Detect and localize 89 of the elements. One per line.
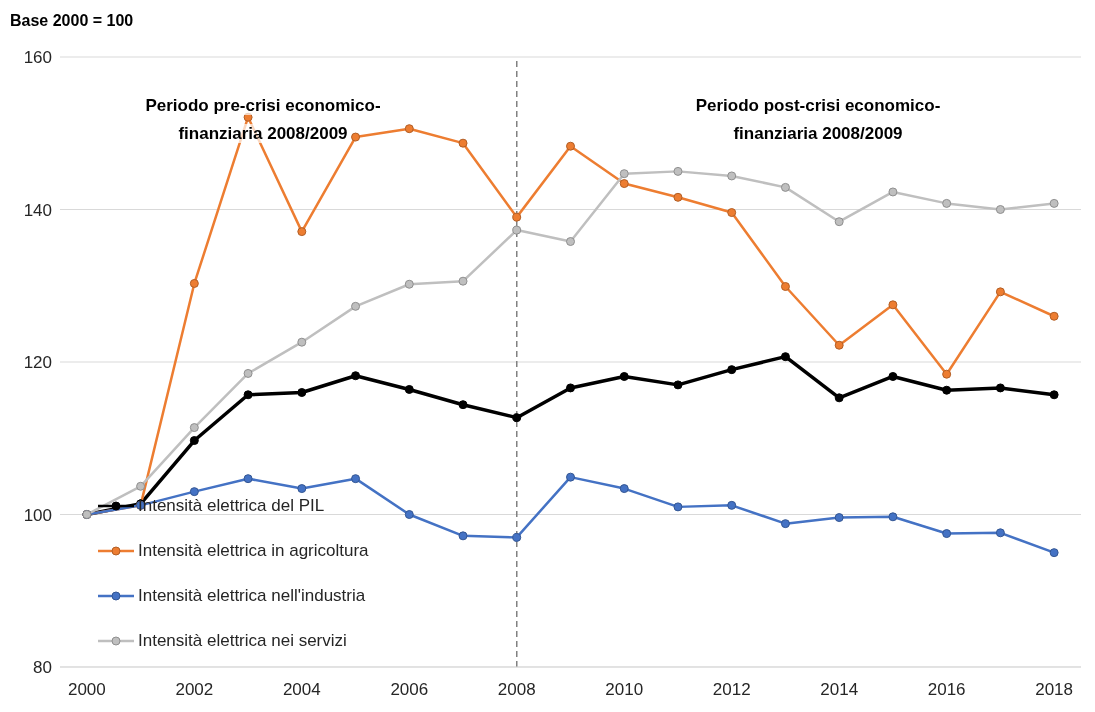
point xyxy=(673,380,683,390)
point xyxy=(189,436,199,446)
point xyxy=(673,166,683,176)
point xyxy=(942,369,952,379)
y-axis-title: Base 2000 = 100 xyxy=(10,12,134,30)
x-tick-label: 2014 xyxy=(820,680,859,700)
point xyxy=(512,225,522,235)
point xyxy=(995,528,1005,538)
point xyxy=(351,371,361,381)
point xyxy=(512,413,522,423)
y-tick-label: 160 xyxy=(23,48,52,68)
point xyxy=(619,484,629,494)
point xyxy=(404,510,414,519)
point xyxy=(297,227,307,237)
point xyxy=(458,531,468,541)
point xyxy=(351,132,361,142)
point xyxy=(888,371,898,381)
point xyxy=(404,124,414,134)
point xyxy=(566,472,575,482)
point xyxy=(727,208,737,218)
point xyxy=(351,474,361,484)
point xyxy=(727,365,737,375)
point xyxy=(1049,548,1059,558)
point xyxy=(404,279,414,289)
point xyxy=(727,500,737,510)
point xyxy=(566,383,575,393)
point xyxy=(458,276,468,286)
point xyxy=(189,487,199,497)
x-tick-label: 2000 xyxy=(67,680,106,700)
point xyxy=(995,287,1005,297)
point xyxy=(243,390,253,400)
point xyxy=(566,141,575,151)
point xyxy=(297,484,307,494)
point xyxy=(834,513,844,523)
point xyxy=(995,383,1005,393)
point xyxy=(136,481,146,491)
x-tick-label: 2016 xyxy=(927,680,966,700)
point xyxy=(780,352,790,362)
x-tick-label: 2004 xyxy=(282,680,321,700)
point xyxy=(619,179,629,189)
point xyxy=(673,502,683,512)
point xyxy=(1049,198,1059,208)
point xyxy=(834,340,844,350)
point xyxy=(995,205,1005,214)
x-tick-label: 2002 xyxy=(175,680,214,700)
x-tick-label: 2006 xyxy=(390,680,429,700)
point xyxy=(297,388,307,397)
point xyxy=(942,198,952,208)
point xyxy=(1049,390,1059,400)
point xyxy=(834,393,844,403)
point xyxy=(189,423,199,433)
point xyxy=(512,532,522,542)
legend-label: Intensità elettrica in agricoltura xyxy=(138,540,369,561)
x-tick-label: 2012 xyxy=(712,680,751,700)
x-tick-label: 2010 xyxy=(605,680,644,700)
point xyxy=(888,187,898,197)
point xyxy=(512,212,522,222)
point xyxy=(619,169,629,179)
point xyxy=(243,368,253,378)
point xyxy=(619,371,629,381)
y-tick-label: 80 xyxy=(33,658,52,678)
legend-label: Intensità elettrica nell'industria xyxy=(138,585,366,606)
point xyxy=(780,182,790,192)
annotation: Periodo pre-crisi economico-finanziaria 2008/2009 xyxy=(145,96,381,143)
point xyxy=(780,282,790,292)
y-tick-label: 140 xyxy=(23,200,52,220)
legend-label: Intensità elettrica nei servizi xyxy=(138,630,347,651)
point xyxy=(727,171,737,181)
x-tick-label: 2008 xyxy=(497,680,536,700)
point xyxy=(888,300,898,310)
point xyxy=(834,217,844,227)
point xyxy=(780,519,790,529)
point xyxy=(1049,311,1059,321)
point xyxy=(404,384,414,394)
point xyxy=(888,512,898,522)
point xyxy=(189,278,199,288)
point xyxy=(458,400,468,410)
point xyxy=(297,337,307,347)
point xyxy=(566,237,575,247)
point xyxy=(351,301,361,311)
y-tick-label: 100 xyxy=(23,505,52,525)
x-tick-label: 2018 xyxy=(1035,680,1074,700)
annotation: Periodo post-crisi economico-finanziaria 2008/2009 xyxy=(695,96,941,143)
point xyxy=(942,529,952,539)
point xyxy=(458,138,468,148)
point xyxy=(243,474,253,484)
point xyxy=(942,385,952,395)
point xyxy=(673,192,683,202)
y-tick-label: 120 xyxy=(23,353,52,373)
